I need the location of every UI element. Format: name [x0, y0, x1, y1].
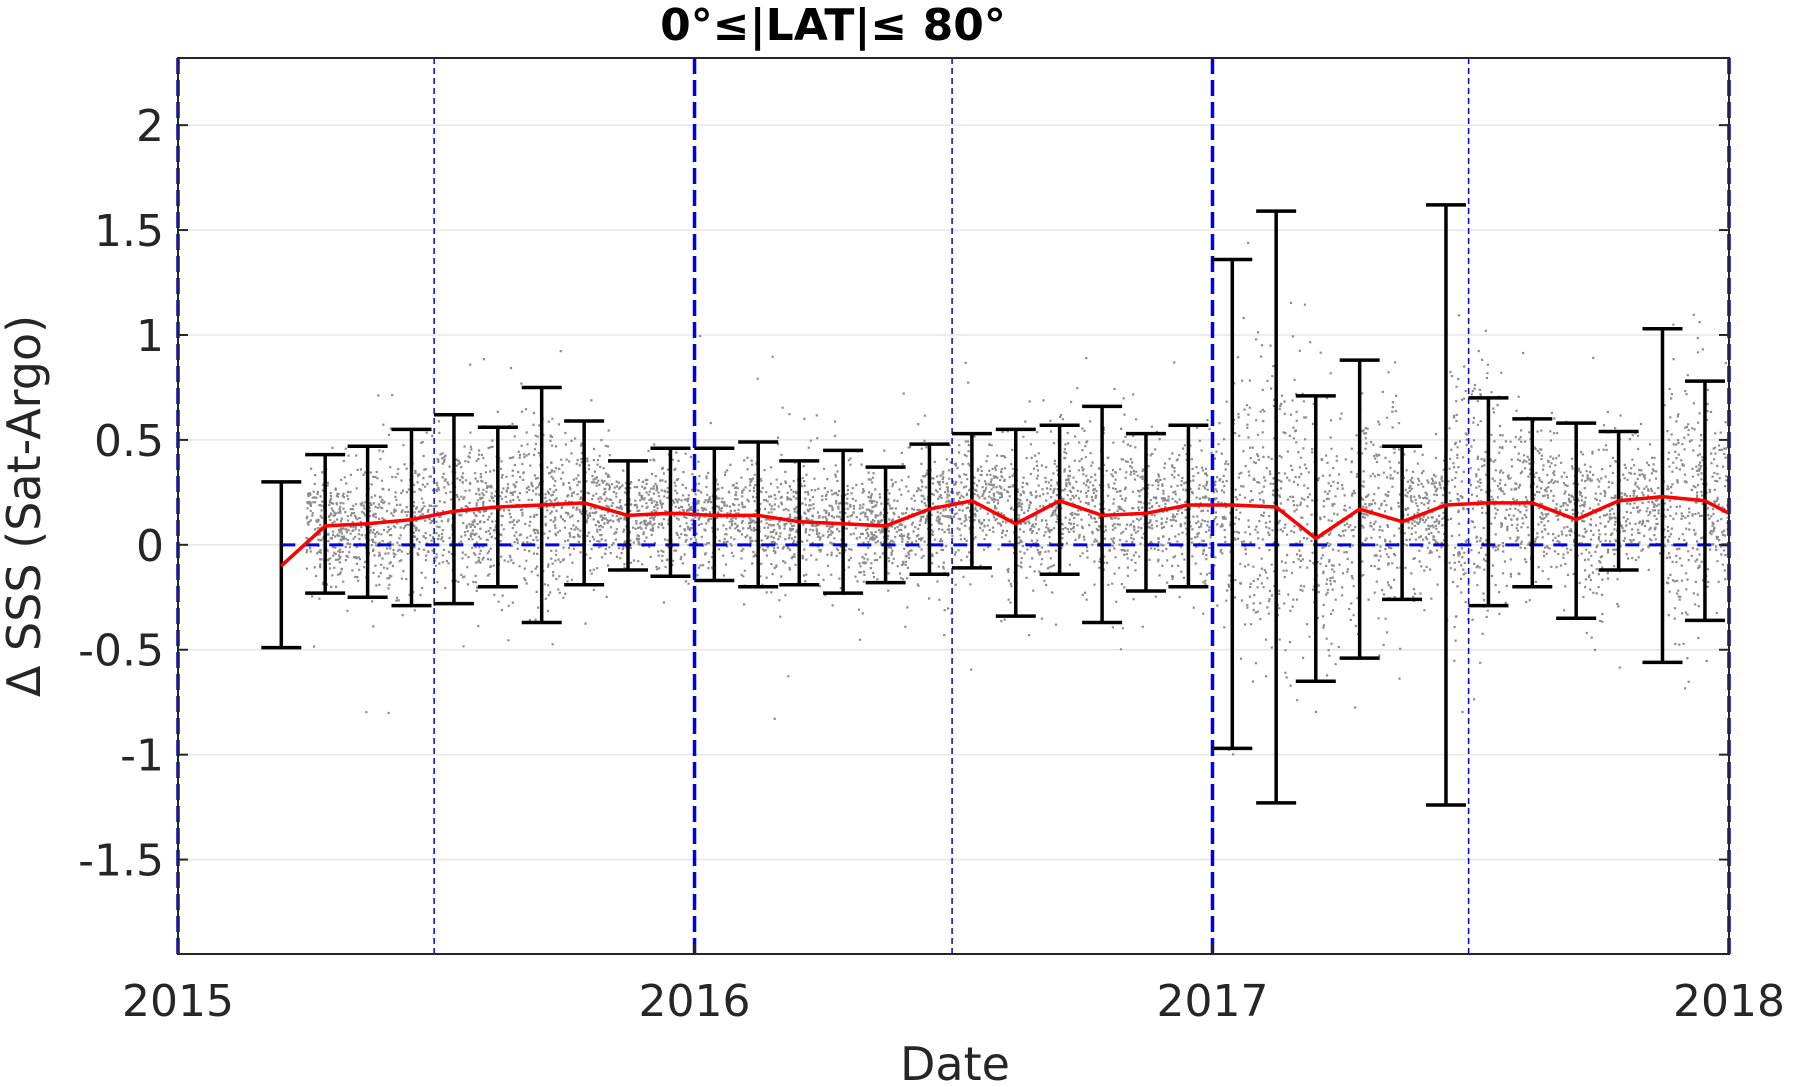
x-tick-label: 2016 [639, 976, 751, 1027]
x-tick-label: 2015 [122, 976, 234, 1027]
scatter-points [305, 241, 1731, 756]
x-axis-label: Date [900, 1037, 1010, 1087]
y-tick-label: 0 [136, 521, 164, 572]
error-bars [261, 203, 1725, 807]
y-axis-label: Δ SSS (Sat-Argo) [0, 315, 51, 697]
chart-title: 0°≤|LAT|≤ 80° [660, 0, 1006, 51]
plot-frame [177, 57, 1730, 955]
y-tick-label: 1 [136, 311, 164, 362]
y-tick-label: -1.5 [78, 836, 164, 887]
y-axis-ticks: 2 1.5 1 0.5 0 -0.5 -1 -1.5 [78, 101, 1729, 887]
error-bar [305, 452, 346, 595]
y-tick-label: -1 [120, 731, 164, 782]
y-tick-label: 0.5 [94, 416, 164, 467]
error-bar [391, 427, 432, 608]
x-tick-label: 2017 [1156, 976, 1268, 1027]
mean-line-path [280, 494, 1730, 568]
error-bar [823, 448, 864, 595]
x-axis-ticks: 2015 2016 2017 2018 [122, 944, 1785, 1027]
scatter-cloud [305, 241, 1731, 756]
y-tick-label: 1.5 [94, 206, 164, 257]
mean-line [280, 494, 1730, 568]
y-tick-label: 2 [136, 101, 164, 152]
x-tick-label: 2018 [1673, 976, 1785, 1027]
y-tick-label: -0.5 [78, 626, 164, 677]
error-bar [433, 412, 474, 606]
error-bar [347, 444, 388, 600]
